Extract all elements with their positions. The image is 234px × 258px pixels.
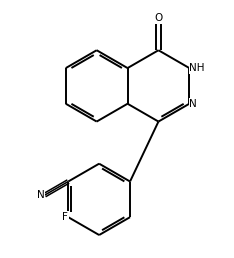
Text: NH: NH <box>189 63 205 73</box>
Text: N: N <box>37 190 45 200</box>
Text: N: N <box>189 99 197 109</box>
Text: O: O <box>154 13 163 23</box>
Text: F: F <box>62 212 68 222</box>
